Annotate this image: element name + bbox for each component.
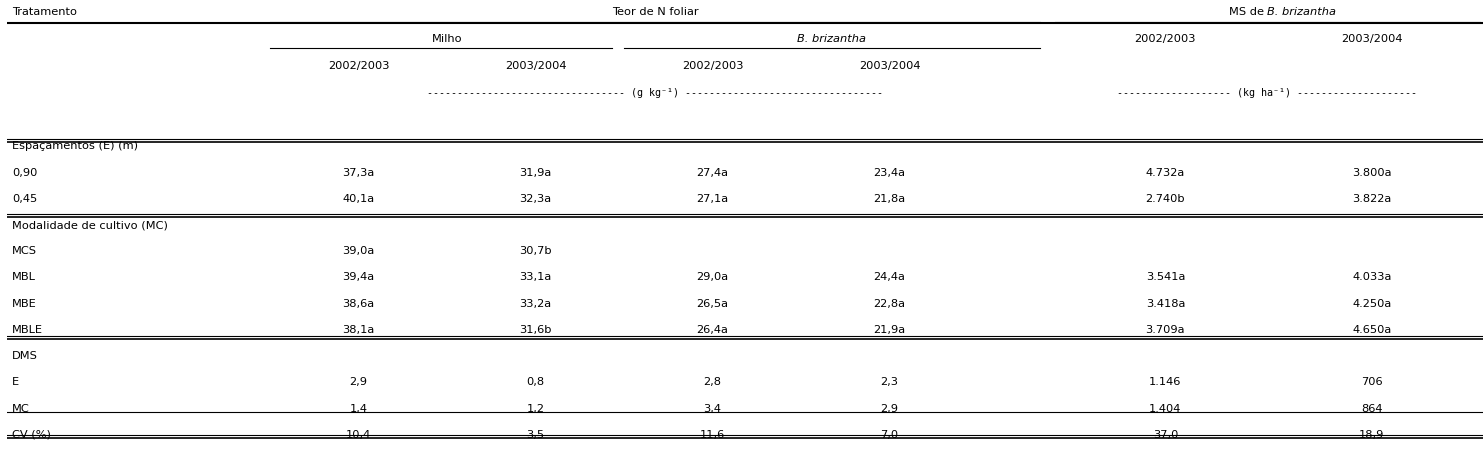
Text: 2,3: 2,3 xyxy=(880,377,898,387)
Text: 1.146: 1.146 xyxy=(1149,377,1181,387)
Text: Teor de N foliar: Teor de N foliar xyxy=(611,7,699,17)
Text: DMS: DMS xyxy=(12,351,37,361)
Text: 38,6a: 38,6a xyxy=(343,299,374,309)
Text: 3,4: 3,4 xyxy=(703,403,721,414)
Text: 2002/2003: 2002/2003 xyxy=(681,61,743,71)
Text: 706: 706 xyxy=(1361,377,1383,387)
Text: 31,6b: 31,6b xyxy=(519,325,552,335)
Text: 3.709a: 3.709a xyxy=(1146,325,1186,335)
Text: 37,3a: 37,3a xyxy=(343,168,374,178)
Text: 22,8a: 22,8a xyxy=(874,299,905,309)
Text: 29,0a: 29,0a xyxy=(696,273,729,283)
Text: 37,0: 37,0 xyxy=(1153,430,1178,440)
Text: 1,4: 1,4 xyxy=(350,403,368,414)
Text: 33,2a: 33,2a xyxy=(519,299,552,309)
Text: 3.418a: 3.418a xyxy=(1146,299,1186,309)
Text: MCS: MCS xyxy=(12,246,37,256)
Text: 26,4a: 26,4a xyxy=(696,325,729,335)
Text: 7,0: 7,0 xyxy=(880,430,899,440)
Text: 2.740b: 2.740b xyxy=(1146,194,1186,204)
Text: 2,8: 2,8 xyxy=(703,377,721,387)
Text: 0,8: 0,8 xyxy=(527,377,545,387)
Text: 39,4a: 39,4a xyxy=(343,273,374,283)
Text: 26,5a: 26,5a xyxy=(696,299,729,309)
Text: 39,0a: 39,0a xyxy=(343,246,374,256)
Text: 27,4a: 27,4a xyxy=(696,168,729,178)
Text: 11,6: 11,6 xyxy=(700,430,726,440)
Text: MBL: MBL xyxy=(12,273,36,283)
Text: 27,1a: 27,1a xyxy=(696,194,729,204)
Text: 0,45: 0,45 xyxy=(12,194,37,204)
Text: 2002/2003: 2002/2003 xyxy=(1135,34,1196,44)
Text: Milho: Milho xyxy=(432,34,463,44)
Text: 1.404: 1.404 xyxy=(1149,403,1181,414)
Text: --------------------------------- (g kg⁻¹) ---------------------------------: --------------------------------- (g kg⁻… xyxy=(427,88,883,98)
Text: Tratamento: Tratamento xyxy=(12,7,77,17)
Text: CV (%): CV (%) xyxy=(12,430,50,440)
Text: 4.650a: 4.650a xyxy=(1352,325,1392,335)
Text: 4.732a: 4.732a xyxy=(1146,168,1186,178)
Text: B. brizantha: B. brizantha xyxy=(1267,7,1336,17)
Text: 2003/2004: 2003/2004 xyxy=(859,61,920,71)
Text: 23,4a: 23,4a xyxy=(874,168,905,178)
Text: 21,9a: 21,9a xyxy=(874,325,905,335)
Text: 0,90: 0,90 xyxy=(12,168,37,178)
Text: E: E xyxy=(12,377,19,387)
Text: Modalidade de cultivo (MC): Modalidade de cultivo (MC) xyxy=(12,220,168,230)
Text: 3.822a: 3.822a xyxy=(1352,194,1392,204)
Text: 10,4: 10,4 xyxy=(346,430,371,440)
Text: 24,4a: 24,4a xyxy=(874,273,905,283)
Text: 31,9a: 31,9a xyxy=(519,168,552,178)
Text: 3.541a: 3.541a xyxy=(1146,273,1186,283)
Text: ------------------- (kg ha⁻¹) --------------------: ------------------- (kg ha⁻¹) ----------… xyxy=(1117,88,1417,98)
Text: 2,9: 2,9 xyxy=(880,403,898,414)
Text: 3.800a: 3.800a xyxy=(1352,168,1392,178)
Text: 3,5: 3,5 xyxy=(527,430,545,440)
Text: 2003/2004: 2003/2004 xyxy=(505,61,567,71)
Text: 2,9: 2,9 xyxy=(350,377,368,387)
Text: MC: MC xyxy=(12,403,30,414)
Text: 18,9: 18,9 xyxy=(1359,430,1385,440)
Text: Espaçamentos (E) (m): Espaçamentos (E) (m) xyxy=(12,142,138,152)
Text: B. brizantha: B. brizantha xyxy=(797,34,867,44)
Text: 4.033a: 4.033a xyxy=(1352,273,1392,283)
Text: 40,1a: 40,1a xyxy=(343,194,374,204)
Text: 21,8a: 21,8a xyxy=(874,194,905,204)
Text: 864: 864 xyxy=(1361,403,1383,414)
Text: MBE: MBE xyxy=(12,299,37,309)
Text: MS de: MS de xyxy=(1229,7,1267,17)
Text: 2003/2004: 2003/2004 xyxy=(1342,34,1402,44)
Text: 1,2: 1,2 xyxy=(527,403,545,414)
Text: 38,1a: 38,1a xyxy=(343,325,374,335)
Text: 2002/2003: 2002/2003 xyxy=(328,61,389,71)
Text: MBLE: MBLE xyxy=(12,325,43,335)
Text: 32,3a: 32,3a xyxy=(519,194,552,204)
Text: 33,1a: 33,1a xyxy=(519,273,552,283)
Text: 30,7b: 30,7b xyxy=(519,246,552,256)
Text: 4.250a: 4.250a xyxy=(1352,299,1392,309)
